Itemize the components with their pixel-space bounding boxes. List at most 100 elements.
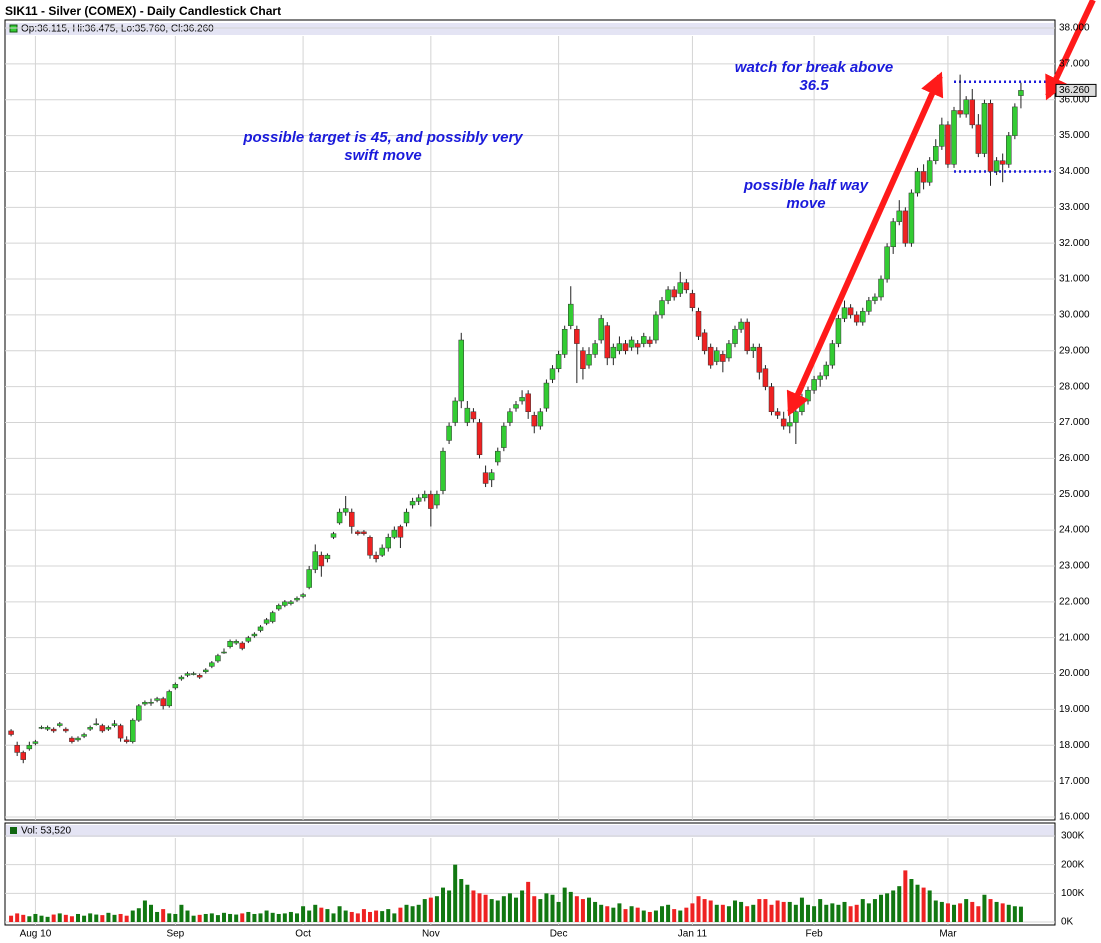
volume-bar: [830, 903, 835, 922]
candle-body: [671, 289, 677, 298]
candle-body: [233, 641, 239, 644]
candle-body: [853, 314, 860, 323]
volume-bar: [331, 913, 336, 922]
volume-bar: [337, 906, 342, 922]
candle-body: [793, 411, 799, 423]
candle-body: [69, 737, 75, 742]
volume-bar: [76, 913, 81, 922]
volume-bar: [775, 900, 780, 922]
candle-body: [543, 382, 550, 409]
volume-bar: [593, 901, 598, 922]
candle-body: [975, 124, 982, 154]
candle-body: [744, 321, 750, 352]
volume-bar: [404, 904, 409, 922]
y-tick-label: 30.000: [1059, 310, 1090, 321]
y-tick-label: 25.000: [1059, 489, 1090, 500]
candle-body: [653, 314, 659, 341]
candle-body: [987, 103, 994, 172]
volume-bar: [161, 909, 166, 922]
x-tick-label: Sep: [166, 929, 184, 940]
volume-bar: [410, 906, 415, 922]
candle-body: [641, 336, 647, 344]
volume-bar: [514, 897, 519, 922]
candle-body: [574, 329, 580, 344]
candle-body: [282, 601, 288, 606]
volume-bar: [483, 894, 488, 922]
volume-bar: [903, 870, 908, 922]
candle-body: [501, 425, 507, 448]
volume-bar: [142, 900, 147, 922]
candle-body: [714, 350, 720, 362]
candle-body: [428, 493, 434, 509]
candle-body: [939, 124, 945, 147]
candle-body: [136, 705, 142, 721]
candle-body: [1006, 135, 1012, 165]
volume-bar: [866, 903, 871, 922]
y-tick-label: 24.000: [1059, 525, 1090, 536]
candle-body: [592, 343, 598, 355]
volume-bar: [787, 901, 792, 922]
candle-body: [622, 343, 629, 352]
candle-body: [513, 404, 519, 409]
candle-body: [391, 529, 398, 538]
volume-bar: [88, 913, 93, 922]
candle-body: [154, 698, 160, 701]
candle-body: [507, 411, 513, 423]
volume-bar: [15, 913, 20, 922]
candle-body: [926, 160, 933, 183]
candle-body: [209, 662, 215, 667]
candle-body: [914, 171, 921, 194]
volume-bar: [812, 906, 817, 922]
volume-bar: [392, 913, 397, 922]
volume-bar: [520, 890, 525, 922]
volume-bar: [952, 904, 957, 922]
x-tick-label: Mar: [939, 929, 957, 940]
candle-body: [561, 329, 568, 355]
volume-bar: [319, 907, 324, 922]
annotation: move: [786, 195, 825, 212]
candle-body: [872, 296, 878, 301]
volume-bar: [587, 897, 592, 922]
volume-bar: [799, 897, 804, 922]
volume-bar: [118, 913, 123, 922]
volume-bar: [21, 914, 26, 922]
candle-body: [373, 554, 379, 560]
candle-body: [203, 669, 209, 673]
volume-bar: [136, 908, 141, 922]
arrow: [1045, 0, 1096, 101]
ohlc-label: Op:36.115, Hi:36.475, Lo:35.760, Cl:36.2…: [21, 24, 214, 35]
candle-body: [1018, 90, 1024, 96]
candle-body: [361, 531, 367, 534]
volume-bar: [215, 915, 220, 922]
volume-bar: [349, 911, 354, 922]
candle-body: [726, 343, 732, 359]
y-tick-label: 17.000: [1059, 776, 1090, 787]
y-tick-label: 23.000: [1059, 561, 1090, 572]
candle-body: [768, 386, 775, 412]
candle-body: [397, 526, 404, 538]
volume-bar: [69, 916, 74, 922]
volume-bar: [653, 910, 658, 922]
y-tick-label: 200K: [1061, 859, 1085, 870]
volume-bar: [343, 910, 348, 922]
volume-bar: [544, 893, 549, 922]
candle-body: [38, 727, 45, 729]
volume-bar: [660, 906, 665, 922]
candle-body: [422, 493, 428, 499]
volume-bar: [836, 904, 841, 922]
volume-bar: [477, 893, 482, 922]
volume-bar: [769, 904, 774, 922]
volume-bar: [155, 911, 160, 922]
candle-body: [787, 422, 793, 427]
volume-bar: [988, 899, 993, 922]
candle-body: [780, 418, 787, 427]
volume-bar: [57, 913, 62, 922]
candle-body: [647, 339, 653, 344]
volume-bar: [130, 910, 135, 922]
volume-bar: [848, 906, 853, 922]
candle-body: [257, 626, 264, 631]
candle-body: [117, 725, 124, 739]
volume-bar: [185, 910, 190, 922]
volume-bar: [27, 916, 32, 922]
